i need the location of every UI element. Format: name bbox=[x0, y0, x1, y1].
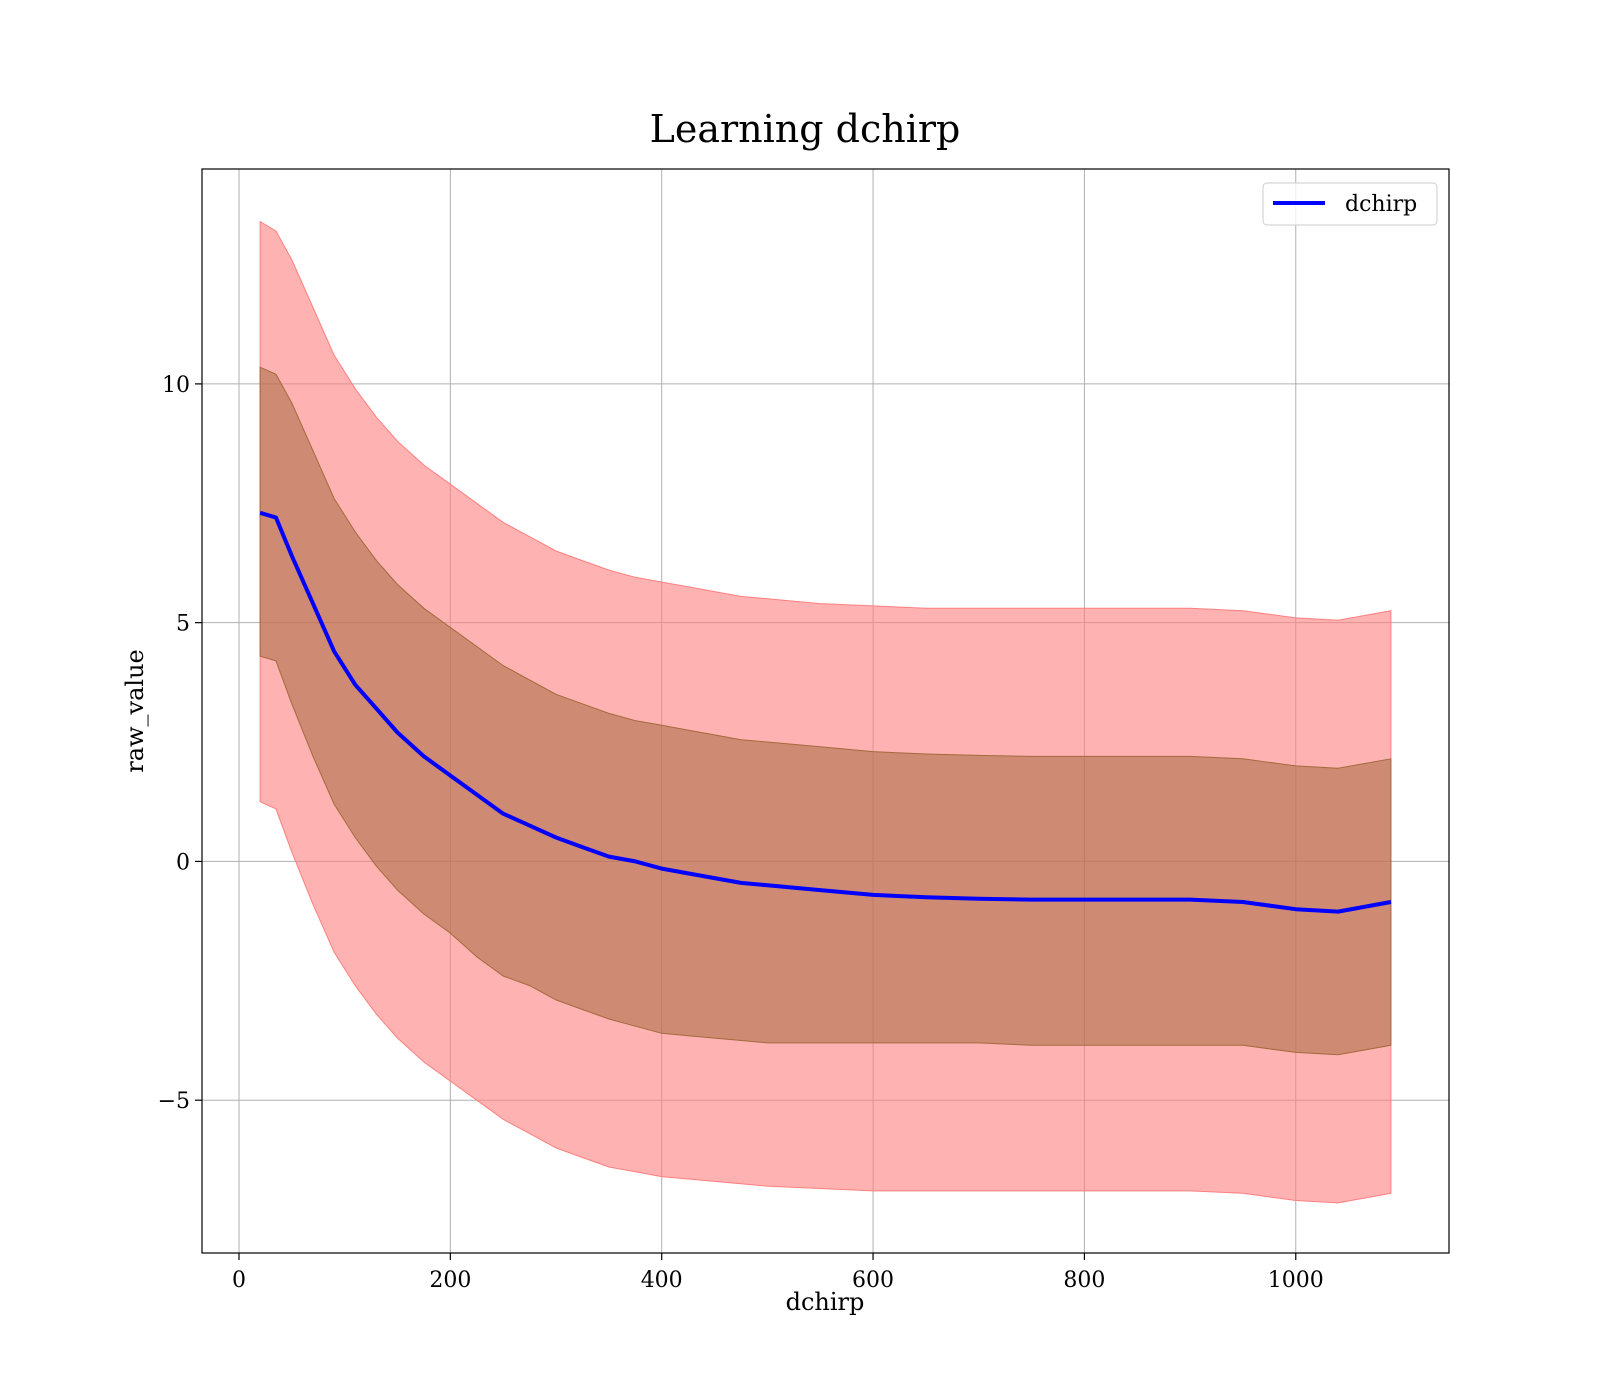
confidence-bands bbox=[259, 220, 1392, 1204]
legend: dchirp bbox=[1262, 182, 1438, 226]
x-tick-label: 800 bbox=[1063, 1268, 1105, 1293]
y-tick-label: 0 bbox=[176, 850, 190, 875]
legend-label-dchirp: dchirp bbox=[1345, 192, 1417, 217]
x-axis-label: dchirp bbox=[786, 1288, 865, 1316]
y-axis: −5 0 5 10 bbox=[158, 373, 202, 1114]
x-tick-label: 400 bbox=[641, 1268, 683, 1293]
inner-confidence-band bbox=[259, 366, 1392, 1056]
series-line-dchirp bbox=[259, 510, 1392, 914]
chart-title: Learning dchirp bbox=[650, 107, 961, 151]
x-tick-label: 1000 bbox=[1268, 1268, 1324, 1293]
x-axis: 0 200 400 600 800 1000 bbox=[232, 1253, 1324, 1293]
y-axis-label: raw_value bbox=[121, 649, 149, 773]
y-tick-label: 5 bbox=[176, 612, 190, 637]
plot-frame bbox=[201, 168, 1450, 1254]
series bbox=[259, 510, 1392, 914]
x-tick-label: 200 bbox=[429, 1268, 471, 1293]
legend-box bbox=[1262, 182, 1438, 226]
x-tick-label: 0 bbox=[232, 1268, 246, 1293]
y-tick-label: −5 bbox=[158, 1089, 190, 1114]
x-tick-label: 600 bbox=[852, 1268, 894, 1293]
y-tick-label: 10 bbox=[162, 373, 190, 398]
